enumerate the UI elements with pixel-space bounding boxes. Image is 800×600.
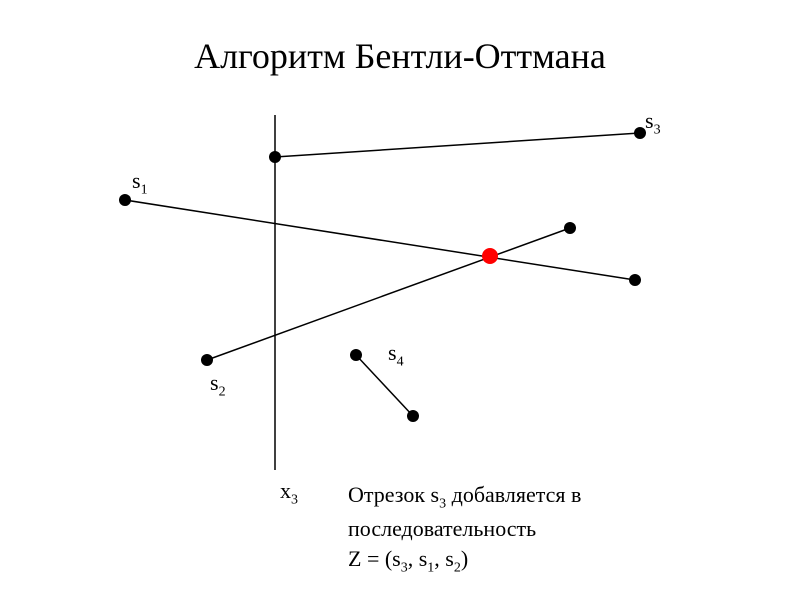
label-sweep-sub: 3 [291,492,298,507]
caption-line3-c: , s [434,546,454,571]
label-sweep-base: x [280,478,291,503]
caption-line2: последовательность [348,514,581,544]
endpoint-s1-end [629,274,641,286]
label-s2-sub: 2 [219,384,226,399]
label-s3: s3 [645,108,661,138]
segment-s3 [275,133,640,157]
label-s2: s2 [210,370,226,400]
segment-s1 [125,200,635,280]
endpoint-s2-end [564,222,576,234]
label-sweep: x3 [280,478,298,508]
label-s4-sub: 4 [397,354,404,369]
endpoint-s4-start [350,349,362,361]
segment-s4 [356,355,413,416]
endpoint-s3-start [269,151,281,163]
label-s3-sub: 3 [654,122,661,137]
caption-text: Отрезок s 3 добавляется в последовательно… [348,480,581,578]
label-s4-base: s [388,340,397,365]
intersection-point [482,248,498,264]
caption-line3-sub1: 3 [401,560,408,575]
label-s2-base: s [210,370,219,395]
caption-line3-sub3: 2 [454,560,461,575]
label-s1-base: s [132,168,141,193]
endpoint-s1-start [119,194,131,206]
label-s1-sub: 1 [141,182,148,197]
label-s3-base: s [645,108,654,133]
endpoint-s2-start [201,354,213,366]
label-s4: s4 [388,340,404,370]
caption-line1-b: добавляется в [446,482,581,507]
endpoint-s4-end [407,410,419,422]
label-s1: s1 [132,168,148,198]
caption-line3-b: , s [408,546,428,571]
caption-line1-a: Отрезок s [348,482,439,507]
caption-line3-d: ) [461,546,468,571]
caption-line3-a: Z = (s [348,546,401,571]
